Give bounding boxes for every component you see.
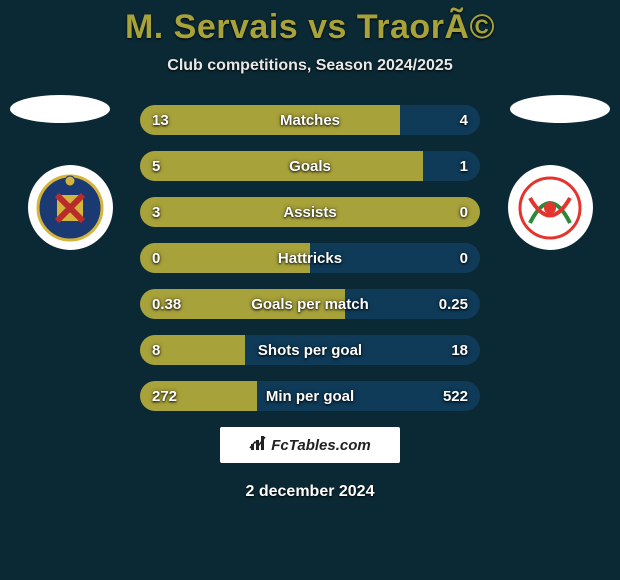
date-label: 2 december 2024 [0,483,620,501]
player-left-silhouette [10,95,110,123]
stat-value-right: 522 [443,388,468,405]
stat-label: Assists [283,204,336,221]
stat-row: 3 Assists 0 [140,197,480,227]
stat-value-right: 0 [460,204,468,221]
stat-label: Min per goal [266,388,354,405]
stat-value-left: 13 [152,112,169,129]
stat-value-right: 18 [451,342,468,359]
brand-text: FcTables.com [271,437,370,454]
stat-value-right: 0.25 [439,296,468,313]
stat-row: 0.38 Goals per match 0.25 [140,289,480,319]
zulte-waregem-crest-icon [508,165,593,250]
stat-row: 5 Goals 1 [140,151,480,181]
comparison-panel: 13Matches45Goals13Assists00Hattricks00.3… [0,105,620,411]
stat-value-left: 0 [152,250,160,267]
stat-row: 0 Hattricks 0 [140,243,480,273]
stat-label: Matches [280,112,340,129]
team-left-crest [20,165,120,250]
stat-value-right: 0 [460,250,468,267]
stat-value-left: 272 [152,388,177,405]
stat-bar-left [140,151,423,181]
team-right-crest [500,165,600,250]
stat-bar-left [140,105,400,135]
waasland-beveren-crest-icon [28,165,113,250]
subtitle: Club competitions, Season 2024/2025 [0,57,620,75]
page-title: M. Servais vs TraorÃ© [0,0,620,47]
stat-value-left: 3 [152,204,160,221]
player-right-silhouette [510,95,610,123]
stat-row: 8 Shots per goal 18 [140,335,480,365]
stat-value-left: 8 [152,342,160,359]
stat-label: Goals per match [251,296,369,313]
stat-value-right: 4 [460,112,468,129]
stat-label: Hattricks [278,250,342,267]
stat-bar-right [400,105,480,135]
stat-label: Goals [289,158,331,175]
brand-box: FcTables.com [220,427,400,463]
stat-row: 272 Min per goal 522 [140,381,480,411]
stat-bar-right [423,151,480,181]
stat-value-left: 5 [152,158,160,175]
stat-row: 13 Matches 4 [140,105,480,135]
stat-value-left: 0.38 [152,296,181,313]
stat-bars: 13Matches45Goals13Assists00Hattricks00.3… [140,105,480,411]
stat-label: Shots per goal [258,342,362,359]
brand-chart-icon [249,434,267,457]
stat-value-right: 1 [460,158,468,175]
